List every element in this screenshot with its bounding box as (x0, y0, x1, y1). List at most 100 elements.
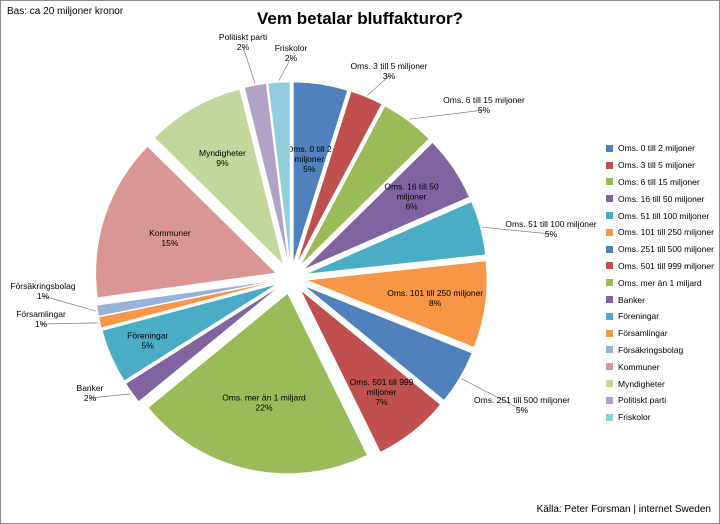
svg-text:Oms. 101 till 250 miljoner: Oms. 101 till 250 miljoner (387, 288, 483, 298)
legend-swatch (606, 413, 613, 421)
pie-slice-oms-16-till-50-miljoner (304, 142, 470, 270)
leader-line-banker (89, 393, 131, 399)
svg-text:3%: 3% (383, 71, 396, 81)
leader-line-oms-3-till-5-miljoner (367, 75, 390, 96)
legend-item-kommuner: Kommuner (606, 358, 716, 375)
leader-line-friskolor (278, 57, 292, 81)
svg-text:1%: 1% (37, 291, 50, 301)
legend-item-politiskt-parti: Politiskt parti (606, 392, 716, 409)
leader-line-f-rsamlingar (40, 322, 99, 325)
legend-swatch (606, 380, 613, 388)
svg-text:5%: 5% (516, 405, 529, 415)
leader-line-oms-51-till-100-miljoner (482, 226, 552, 235)
svg-text:8%: 8% (429, 298, 442, 308)
legend-swatch (606, 161, 613, 169)
svg-text:Oms. 501 till 999: Oms. 501 till 999 (350, 377, 414, 387)
pie-slice-f-rsamlingar (98, 281, 276, 329)
legend-label: Friskolor (618, 412, 651, 423)
pie-slice-oms-6-till-15-miljoner (300, 105, 430, 266)
legend-item-oms-0-till-2-miljoner: Oms. 0 till 2 miljoner (606, 140, 716, 157)
svg-text:miljoner: miljoner (294, 154, 324, 164)
pie-slice-oms-3-till-5-miljoner (296, 91, 382, 264)
legend-label: Banker (618, 294, 645, 305)
svg-text:Banker: Banker (77, 383, 104, 393)
svg-text:15%: 15% (161, 238, 178, 248)
pie-slice-oms-251-till-500-miljoner (304, 285, 473, 401)
legend-item-oms-16-till-50-miljoner: Oms. 16 till 50 miljoner (606, 190, 716, 207)
legend-label: Församlingar (618, 328, 668, 339)
legend-swatch (606, 212, 613, 220)
legend-label: Myndigheter (618, 378, 665, 389)
svg-text:5%: 5% (303, 164, 316, 174)
legend-label: Oms. 3 till 5 miljoner (618, 160, 695, 171)
legend-item-banker: Banker (606, 291, 716, 308)
legend-label: Oms. 0 till 2 miljoner (618, 143, 695, 154)
pie-slice-oms-501-till-999-miljoner (300, 290, 441, 453)
pie-slice-banker (125, 287, 279, 402)
svg-text:2%: 2% (285, 53, 298, 63)
svg-text:miljoner: miljoner (367, 387, 397, 397)
leader-line-oms-6-till-15-miljoner (409, 109, 485, 120)
svg-text:Kommuner: Kommuner (149, 228, 191, 238)
svg-text:1%: 1% (35, 319, 48, 329)
legend-label: Oms. 6 till 15 miljoner (618, 176, 700, 187)
base-label: Bas: ca 20 miljoner kronor (7, 6, 124, 17)
pie-slice-oms-0-till-2-miljoner (293, 81, 348, 263)
svg-text:Föreningar: Föreningar (127, 331, 168, 341)
svg-text:5%: 5% (545, 229, 558, 239)
svg-text:Oms. 3 till 5 miljoner: Oms. 3 till 5 miljoner (351, 61, 428, 71)
svg-text:Oms. 51 till 100 miljoner: Oms. 51 till 100 miljoner (505, 219, 596, 229)
legend-item-oms-6-till-15-miljoner: Oms. 6 till 15 miljoner (606, 174, 716, 191)
svg-text:Oms. 251 till 500 miljoner: Oms. 251 till 500 miljoner (474, 395, 570, 405)
pie-slice-oms-mer-n-1-miljard (148, 293, 368, 474)
svg-text:Politiskt parti: Politiskt parti (219, 32, 267, 42)
svg-text:Oms. 6 till 15 miljoner: Oms. 6 till 15 miljoner (443, 95, 525, 105)
svg-text:7%: 7% (375, 397, 388, 407)
pie-slice-oms-101-till-250-miljoner (306, 260, 488, 348)
legend-item-oms-501-till-999-miljoner: Oms. 501 till 999 miljoner (606, 258, 716, 275)
svg-text:Oms. mer än 1 miljard: Oms. mer än 1 miljard (222, 393, 306, 403)
legend-label: Politiskt parti (618, 395, 667, 406)
legend-label: Kommuner (618, 361, 660, 372)
legend-swatch (606, 262, 613, 270)
legend-swatch (606, 346, 613, 354)
svg-text:Myndigheter: Myndigheter (199, 148, 246, 158)
legend-item-oms-51-till-100-miljoner: Oms. 51 till 100 miljoner (606, 207, 716, 224)
svg-text:9%: 9% (216, 158, 229, 168)
legend-swatch (606, 329, 613, 337)
pie-slice-f-rs-kringsbolag (96, 280, 276, 317)
legend-swatch (606, 144, 613, 152)
legend-swatch (606, 363, 613, 371)
legend-label: Oms. 16 till 50 miljoner (618, 193, 705, 204)
legend-item-oms-mer-n-1-miljard: Oms. mer än 1 miljard (606, 274, 716, 291)
legend-label: Oms. 51 till 100 miljoner (618, 210, 710, 221)
legend-swatch (606, 228, 613, 236)
svg-text:2%: 2% (84, 393, 97, 403)
legend: Oms. 0 till 2 miljoner Oms. 3 till 5 milj… (606, 140, 716, 426)
svg-text:2%: 2% (237, 42, 250, 52)
chart-title: Vem betalar bluffakturor? (257, 9, 463, 28)
svg-text:6%: 6% (405, 201, 418, 211)
pie-slice-f-reningar (102, 284, 277, 382)
svg-text:Församlingar: Församlingar (16, 309, 66, 319)
svg-text:Oms. 16 till 50: Oms. 16 till 50 (384, 181, 439, 191)
legend-item-myndigheter: Myndigheter (606, 375, 716, 392)
legend-item-f-reningar: Föreningar (606, 308, 716, 325)
legend-label: Oms. mer än 1 miljard (618, 277, 702, 288)
